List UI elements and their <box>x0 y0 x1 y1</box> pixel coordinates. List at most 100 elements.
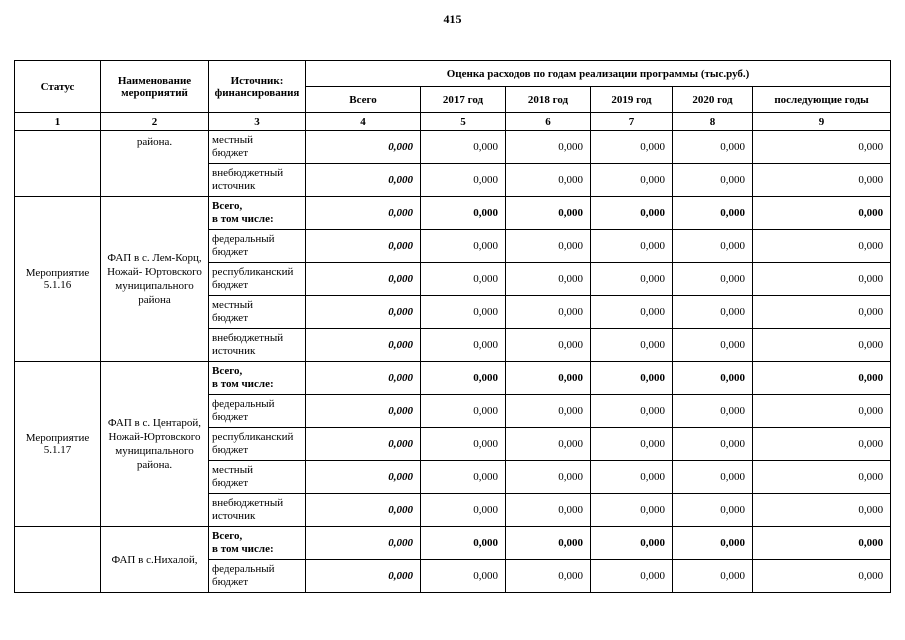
value-cell: 0,000 <box>590 493 673 527</box>
value-cell: 0,000 <box>590 328 673 362</box>
table-row: федеральный бюджет 0,000 0,000 0,000 0,000 0,… <box>15 559 892 593</box>
value-cell: 0,000 <box>505 559 591 593</box>
funding-source-cell: внебюджетный источник <box>208 493 306 527</box>
value-cell: 0,000 <box>672 559 753 593</box>
value-cell: 0,000 <box>505 163 591 197</box>
col-number: 4 <box>305 112 421 131</box>
value-cell: 0,000 <box>420 163 506 197</box>
funding-source-cell: внебюджетный источник <box>208 163 306 197</box>
value-cell: 0,000 <box>751 130 892 164</box>
value-cell: 0,000 <box>505 328 591 362</box>
program-costs-table: Статус Наименование мероприятий Источник… <box>14 60 892 593</box>
value-cell: 0,000 <box>590 361 673 395</box>
value-cell: 0,000 <box>590 295 673 329</box>
funding-source-cell: республиканский бюджет <box>208 262 306 296</box>
value-cell: 0,000 <box>420 394 506 428</box>
funding-source-cell: местный бюджет <box>208 460 306 494</box>
value-cell: 0,000 <box>420 460 506 494</box>
value-cell: 0,000 <box>590 559 673 593</box>
col-number: 7 <box>590 112 673 131</box>
value-cell: 0,000 <box>505 196 591 230</box>
measure-name-cell: ФАП в с. Лем-Корц, Ножай- Юртовского мун… <box>100 196 209 362</box>
funding-source-cell: республиканский бюджет <box>208 427 306 461</box>
funding-source-cell: Всего, в том числе: <box>208 361 306 395</box>
col-number: 3 <box>208 112 306 131</box>
value-cell: 0,000 <box>420 328 506 362</box>
col-header-2020: 2020 год <box>672 86 753 113</box>
col-header-status: Статус <box>14 60 101 113</box>
measure-name-cell: района. <box>100 130 209 197</box>
value-cell: 0,000 <box>672 427 753 461</box>
funding-source-cell: федеральный бюджет <box>208 394 306 428</box>
value-cell: 0,000 <box>420 493 506 527</box>
status-cell: Мероприятие 5.1.17 <box>14 361 101 527</box>
col-number: 2 <box>100 112 209 131</box>
value-cell: 0,000 <box>420 130 506 164</box>
measure-name-cell: ФАП в с. Центарой, Ножай-Юртовского муни… <box>100 361 209 527</box>
value-cell: 0,000 <box>420 361 506 395</box>
value-cell: 0,000 <box>590 262 673 296</box>
value-cell: 0,000 <box>305 295 421 329</box>
funding-source-cell: Всего, в том числе: <box>208 196 306 230</box>
value-cell: 0,000 <box>672 196 753 230</box>
table-row: местный бюджет 0,000 0,000 0,000 0,000 0,000 0… <box>15 460 892 494</box>
value-cell: 0,000 <box>505 130 591 164</box>
measure-name-cell: ФАП в с.Нихалой, <box>100 526 209 593</box>
value-cell: 0,000 <box>751 394 892 428</box>
col-number: 1 <box>14 112 101 131</box>
value-cell: 0,000 <box>305 229 421 263</box>
page-number: 415 <box>443 12 462 26</box>
value-cell: 0,000 <box>505 394 591 428</box>
col-header-2019: 2019 год <box>590 86 673 113</box>
value-cell: 0,000 <box>751 229 892 263</box>
col-number: 6 <box>505 112 591 131</box>
value-cell: 0,000 <box>672 130 753 164</box>
value-cell: 0,000 <box>305 493 421 527</box>
value-cell: 0,000 <box>672 361 753 395</box>
status-cell <box>14 526 101 593</box>
value-cell: 0,000 <box>751 427 892 461</box>
value-cell: 0,000 <box>672 163 753 197</box>
value-cell: 0,000 <box>305 427 421 461</box>
value-cell: 0,000 <box>672 229 753 263</box>
value-cell: 0,000 <box>590 196 673 230</box>
value-cell: 0,000 <box>305 262 421 296</box>
value-cell: 0,000 <box>305 361 421 395</box>
value-cell: 0,000 <box>305 328 421 362</box>
funding-source-cell: внебюджетный источник <box>208 328 306 362</box>
value-cell: 0,000 <box>505 526 591 560</box>
value-cell: 0,000 <box>590 460 673 494</box>
value-cell: 0,000 <box>505 427 591 461</box>
table-row: Мероприятие 5.1.17 ФАП в с. Центарой, Нож… <box>14 361 892 527</box>
value-cell: 0,000 <box>672 460 753 494</box>
value-cell: 0,000 <box>751 526 892 560</box>
value-cell: 0,000 <box>505 361 591 395</box>
value-cell: 0,000 <box>590 394 673 428</box>
table-row: ФАП в с.Нихалой, Всего, в том числе: 0,000… <box>14 526 892 593</box>
value-cell: 0,000 <box>305 130 421 164</box>
value-cell: 0,000 <box>751 559 892 593</box>
value-cell: 0,000 <box>505 295 591 329</box>
funding-source-cell: федеральный бюджет <box>208 229 306 263</box>
funding-source-cell: Всего, в том числе: <box>208 526 306 560</box>
value-cell: 0,000 <box>420 526 506 560</box>
value-cell: 0,000 <box>305 394 421 428</box>
col-number: 9 <box>751 112 892 131</box>
col-header-2018: 2018 год <box>505 86 591 113</box>
value-cell: 0,000 <box>751 460 892 494</box>
value-cell: 0,000 <box>751 493 892 527</box>
value-cell: 0,000 <box>305 559 421 593</box>
col-header-total: Всего <box>305 86 421 113</box>
value-cell: 0,000 <box>420 427 506 461</box>
value-cell: 0,000 <box>305 460 421 494</box>
table-row: федеральный бюджет 0,000 0,000 0,000 0,000 0,… <box>15 394 892 428</box>
col-number: 8 <box>672 112 753 131</box>
value-cell: 0,000 <box>420 196 506 230</box>
value-cell: 0,000 <box>751 295 892 329</box>
value-cell: 0,000 <box>751 163 892 197</box>
table-row: района. местный бюджет 0,000 0,000 0,000 0,00… <box>14 130 892 197</box>
value-cell: 0,000 <box>590 163 673 197</box>
value-cell: 0,000 <box>672 262 753 296</box>
table-row: республиканский бюджет 0,000 0,000 0,000 0,0… <box>15 427 892 461</box>
